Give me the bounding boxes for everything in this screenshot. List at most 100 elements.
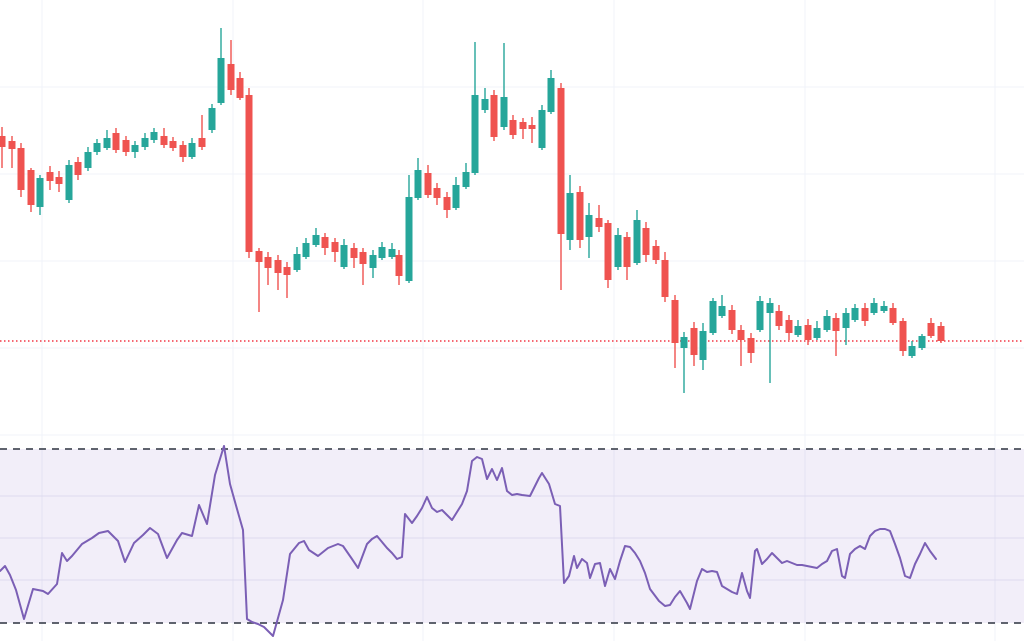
candle[interactable] [709, 298, 717, 335]
candle[interactable] [122, 136, 130, 156]
candle[interactable] [490, 90, 498, 141]
candle[interactable] [908, 341, 916, 358]
candle[interactable] [264, 252, 272, 285]
candle[interactable] [823, 310, 831, 332]
candle[interactable] [595, 205, 603, 232]
candle[interactable] [851, 304, 859, 322]
candle[interactable] [388, 243, 396, 259]
candle[interactable] [198, 115, 206, 150]
candle[interactable] [74, 157, 82, 180]
candle[interactable] [65, 160, 73, 203]
candle[interactable] [188, 138, 196, 159]
candle[interactable] [414, 158, 422, 200]
candle[interactable] [141, 133, 149, 150]
candle[interactable] [604, 220, 612, 288]
candle[interactable] [785, 315, 793, 340]
candle[interactable] [937, 322, 945, 343]
candle[interactable] [46, 166, 54, 190]
candle[interactable] [509, 115, 517, 139]
candle[interactable] [633, 210, 641, 265]
candle[interactable] [661, 252, 669, 302]
candle[interactable] [150, 128, 158, 143]
candle[interactable] [395, 250, 403, 285]
candle[interactable] [728, 305, 736, 334]
candle[interactable] [880, 301, 888, 313]
candle[interactable] [747, 333, 755, 363]
candle[interactable] [443, 192, 451, 218]
candle[interactable] [623, 232, 631, 280]
candle[interactable] [405, 175, 413, 283]
candle[interactable] [766, 298, 774, 383]
candle[interactable] [321, 233, 329, 255]
candle[interactable] [8, 136, 16, 168]
candle[interactable] [255, 248, 263, 312]
candle[interactable] [378, 242, 386, 260]
candle[interactable] [566, 175, 574, 250]
candle[interactable] [369, 250, 377, 278]
candle[interactable] [131, 141, 139, 158]
candle[interactable] [481, 88, 489, 113]
candle[interactable] [519, 118, 527, 139]
candle[interactable] [103, 130, 111, 150]
candle[interactable] [690, 322, 698, 366]
candle[interactable] [331, 238, 339, 262]
candle[interactable] [36, 175, 44, 215]
oscillator-line[interactable] [0, 445, 937, 637]
candle[interactable] [585, 203, 593, 258]
candle[interactable] [899, 318, 907, 356]
candle[interactable] [813, 321, 821, 340]
candle[interactable] [236, 72, 244, 100]
candle[interactable] [547, 70, 555, 114]
candle[interactable] [424, 165, 432, 198]
candle[interactable] [340, 239, 348, 269]
candle[interactable] [557, 83, 565, 290]
candle[interactable] [861, 303, 869, 326]
candle[interactable] [227, 40, 235, 95]
candle[interactable] [179, 141, 187, 162]
candle[interactable] [528, 117, 536, 143]
candle[interactable] [462, 163, 470, 189]
candle[interactable] [452, 177, 460, 210]
candle[interactable] [359, 248, 367, 285]
candle[interactable] [283, 262, 291, 298]
candle[interactable] [794, 320, 802, 337]
candle[interactable] [614, 228, 622, 270]
candle[interactable] [433, 183, 441, 205]
candle[interactable] [0, 127, 6, 168]
candle[interactable] [208, 104, 216, 133]
candle[interactable] [55, 171, 63, 192]
candle[interactable] [274, 255, 282, 290]
candle[interactable] [699, 323, 707, 370]
candle[interactable] [775, 305, 783, 330]
candle[interactable] [832, 313, 840, 356]
candle[interactable] [84, 147, 92, 171]
candle[interactable] [500, 43, 508, 130]
candle[interactable] [642, 222, 650, 262]
candle[interactable] [160, 128, 168, 148]
candle[interactable] [293, 247, 301, 272]
candle[interactable] [350, 243, 358, 268]
candle[interactable] [680, 332, 688, 393]
candle[interactable] [870, 298, 878, 315]
candle[interactable] [538, 105, 546, 150]
candle[interactable] [17, 143, 25, 197]
candle[interactable] [671, 295, 679, 368]
candle[interactable] [889, 303, 897, 325]
candle[interactable] [918, 334, 926, 350]
candle[interactable] [93, 139, 101, 155]
candle[interactable] [718, 295, 726, 318]
candle[interactable] [756, 296, 764, 332]
candle[interactable] [169, 137, 177, 151]
candle[interactable] [737, 325, 745, 366]
candle[interactable] [842, 308, 850, 345]
candle[interactable] [312, 228, 320, 247]
candle[interactable] [927, 318, 935, 338]
candle[interactable] [471, 42, 479, 175]
candle[interactable] [652, 240, 660, 264]
candle[interactable] [804, 319, 812, 345]
candle[interactable] [27, 168, 35, 212]
candle[interactable] [112, 128, 120, 153]
candle[interactable] [245, 88, 253, 258]
